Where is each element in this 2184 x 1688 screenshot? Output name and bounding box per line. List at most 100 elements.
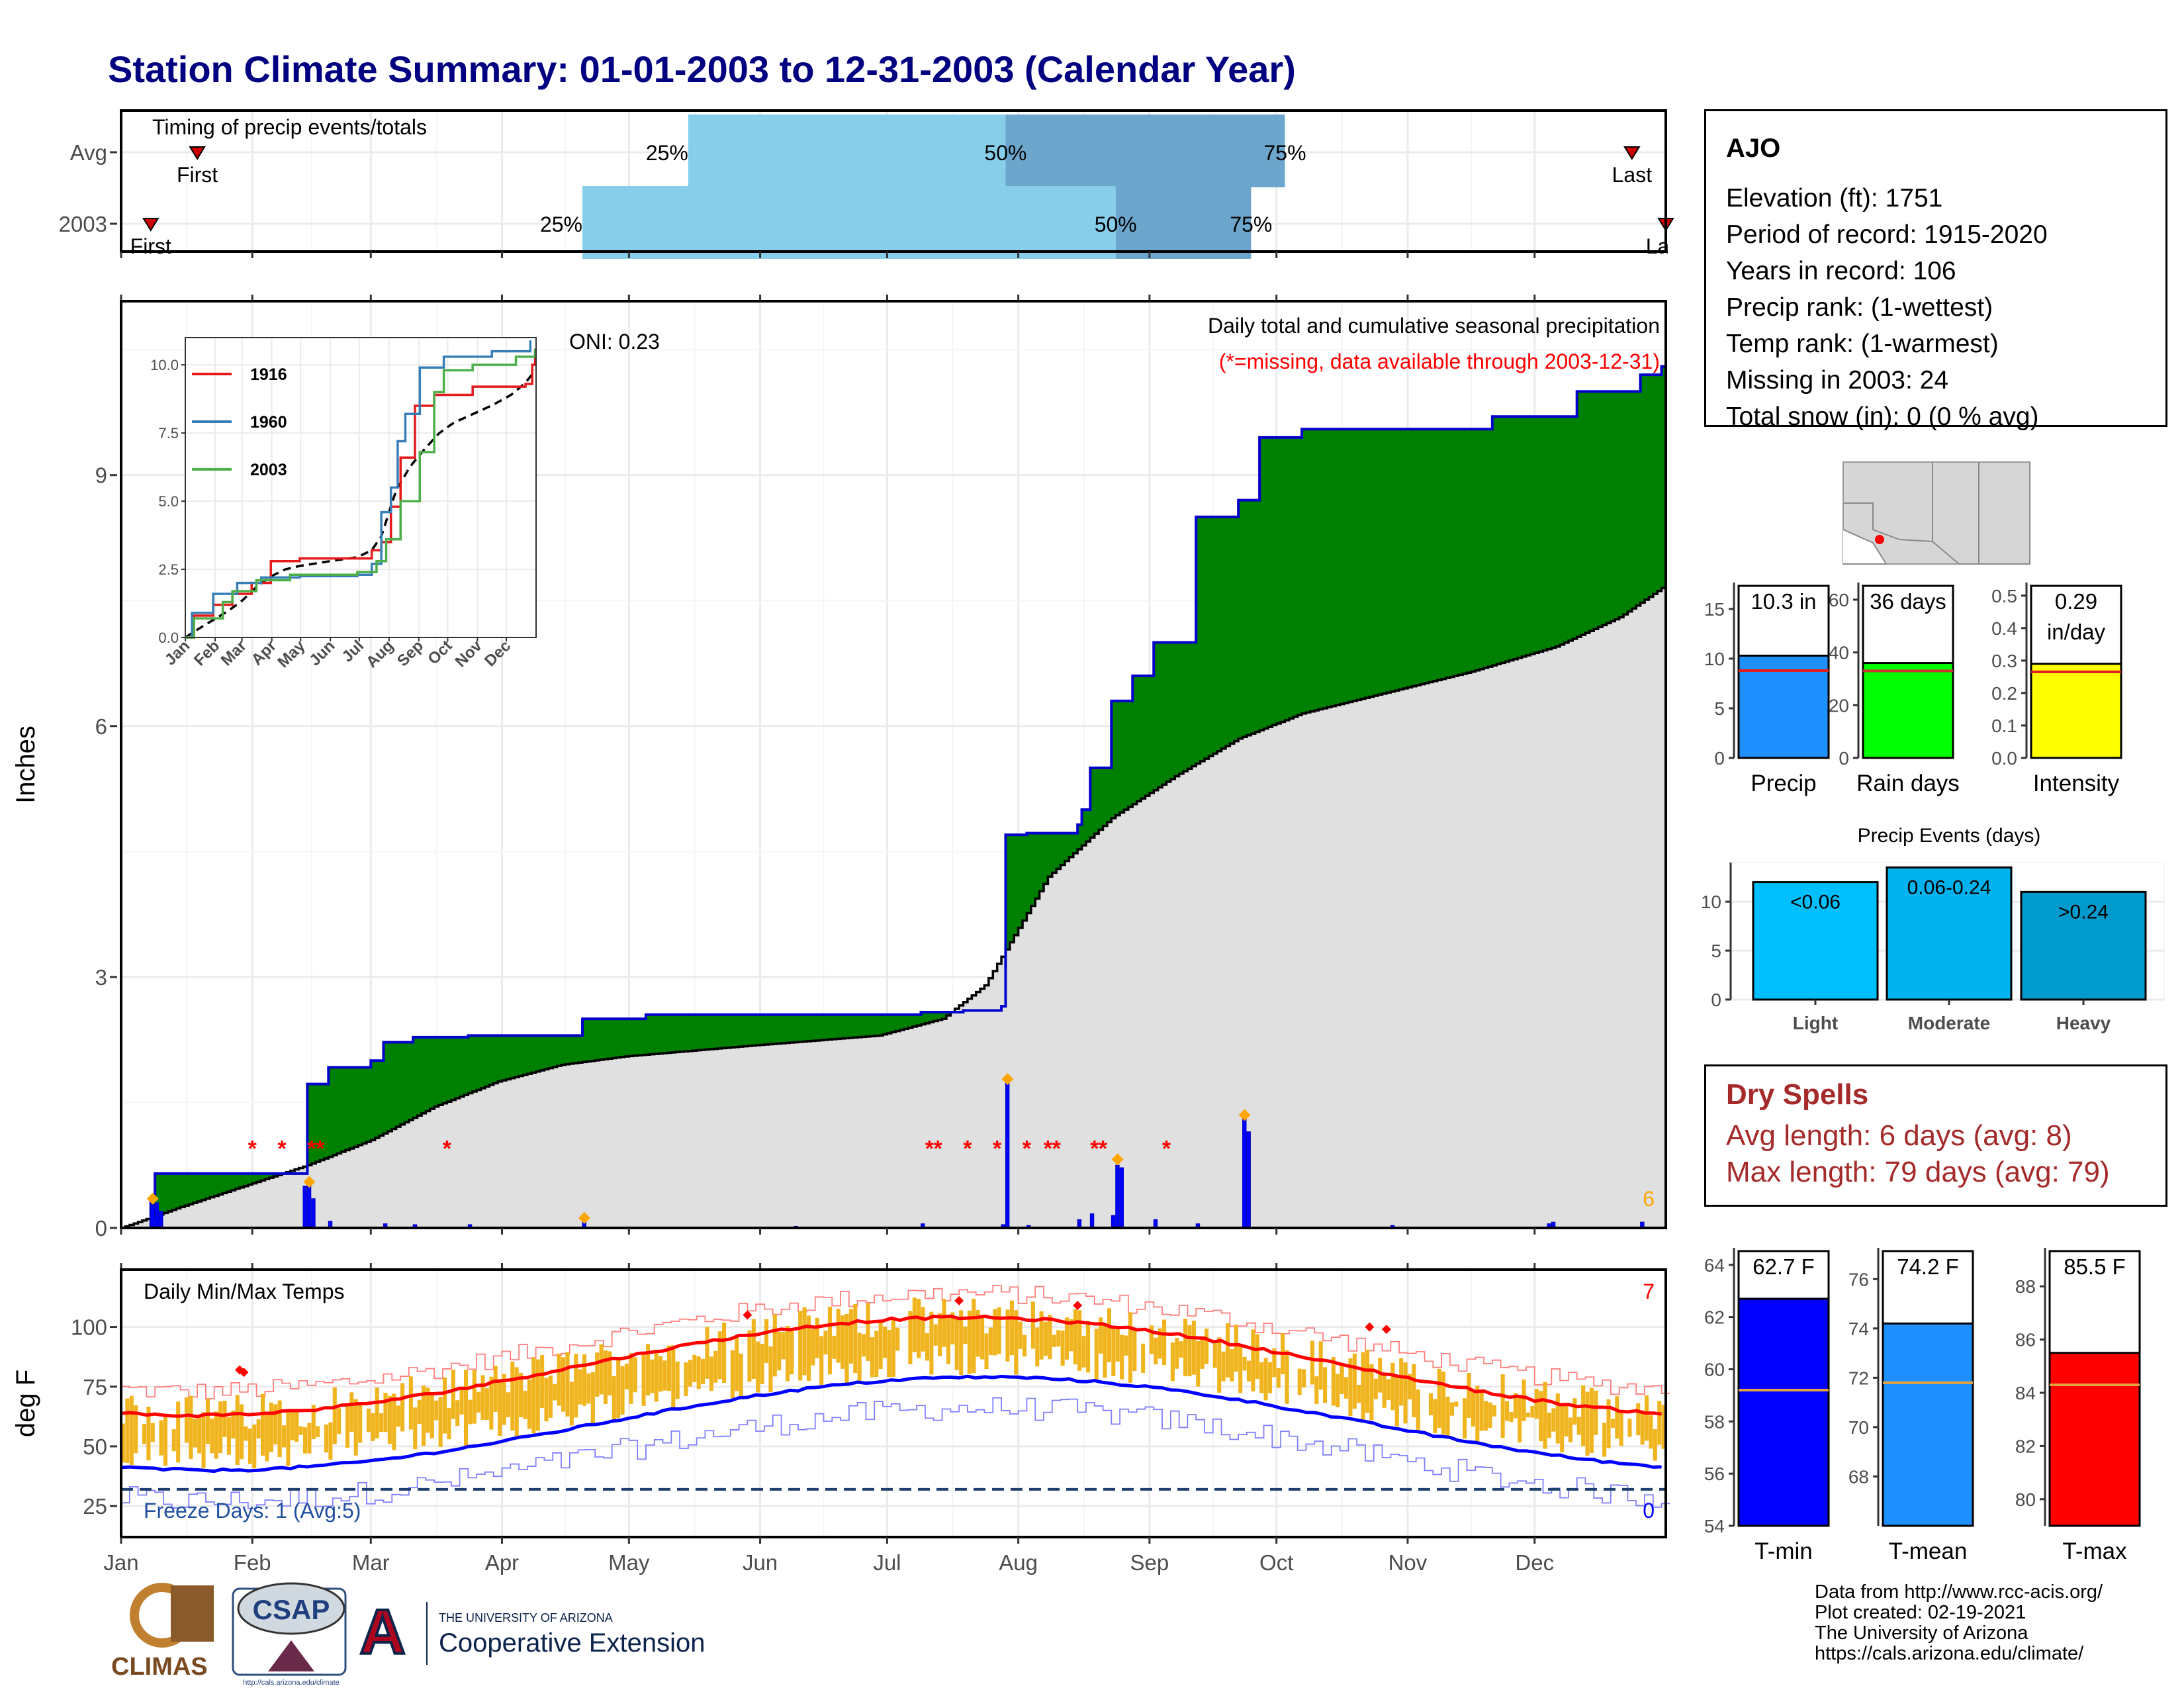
- daily-temp-bar: [565, 1352, 570, 1417]
- daily-temp-bar: [972, 1298, 976, 1374]
- daily-temp-bar: [862, 1334, 866, 1357]
- daily-temp-bar: [307, 1423, 312, 1454]
- daily-temp-bar: [1475, 1385, 1480, 1442]
- precip-surplus-deficit: [1267, 437, 1273, 727]
- precip-surplus-deficit: [447, 1037, 452, 1102]
- daily-temp-bar: [1576, 1417, 1581, 1435]
- precip-y-tick-label: 9: [95, 463, 107, 488]
- temp-y-tick-label: 75: [83, 1375, 107, 1399]
- tmax-summary-bar: [2048, 1352, 2141, 1527]
- precip-surplus-deficit: [375, 1060, 380, 1138]
- precip-surplus-deficit: [1615, 391, 1620, 620]
- precip-surplus-deficit: [1234, 516, 1239, 741]
- precip-surplus-deficit: [477, 1035, 482, 1090]
- precip-surplus-deficit: [345, 1067, 350, 1150]
- precip-surplus-deficit: [1454, 429, 1459, 676]
- daily-temp-bar: [1154, 1337, 1158, 1365]
- daily-temp-bar: [645, 1344, 650, 1396]
- precip-surplus-deficit: [1357, 429, 1362, 700]
- daily-precip-bar: [306, 1182, 312, 1229]
- temp-panel-title: Daily Min/Max Temps: [144, 1280, 344, 1303]
- precip-surplus-deficit: [1576, 391, 1582, 637]
- precip-surplus-deficit: [434, 1037, 439, 1107]
- daily-temp-bar: [417, 1399, 422, 1425]
- daily-temp-bar: [387, 1395, 392, 1444]
- daily-temp-bar: [751, 1319, 756, 1380]
- precip-surplus-deficit: [324, 1084, 329, 1159]
- precip-surplus-deficit: [1433, 429, 1438, 681]
- bar-y-tick-label: 68: [1848, 1466, 1869, 1487]
- precip-surplus-deficit: [1492, 416, 1497, 666]
- precip-surplus-deficit: [637, 1019, 643, 1056]
- daily-temp-bar: [1378, 1358, 1383, 1393]
- precip-surplus-deficit: [903, 1014, 909, 1029]
- precip-surplus-deficit: [942, 1011, 947, 1019]
- daily-temp-bar: [553, 1383, 557, 1401]
- record-min-line: [121, 1397, 1670, 1509]
- tmean-summary-value-label: 74.2 F: [1897, 1254, 1959, 1279]
- daily-temp-bar: [671, 1345, 676, 1408]
- daily-temp-bar: [277, 1400, 282, 1458]
- inset-x-tick-label: Mar: [218, 637, 250, 669]
- precip-surplus-deficit: [844, 1014, 850, 1039]
- daily-temp-bar: [426, 1387, 430, 1433]
- precip-surplus-deficit: [1217, 516, 1222, 751]
- daily-temp-bar: [917, 1299, 921, 1358]
- precip-surplus-deficit: [527, 1035, 532, 1074]
- precip-surplus-deficit: [692, 1014, 698, 1051]
- precip-surplus-deficit: [1183, 642, 1189, 772]
- precip-surplus-deficit: [1120, 700, 1125, 813]
- daily-temp-bar: [527, 1379, 531, 1429]
- daily-temp-bar: [1365, 1349, 1370, 1413]
- precip-surplus-deficit: [730, 1014, 735, 1048]
- precip-surplus-deficit: [1094, 768, 1099, 834]
- precip-surplus-deficit: [1403, 429, 1408, 688]
- precip-surplus-deficit: [1361, 429, 1366, 699]
- month-tick-label: Jun: [743, 1550, 778, 1575]
- daily-temp-bar: [311, 1405, 316, 1440]
- climas-logo-shape: [171, 1585, 214, 1642]
- precip-surplus-deficit: [899, 1014, 905, 1030]
- daily-temp-bar: [912, 1297, 917, 1352]
- bar-y-tick-label: 0: [1839, 748, 1849, 769]
- max-precip-marker: [1111, 1153, 1124, 1166]
- daily-temp-bar: [459, 1387, 464, 1415]
- precip-surplus-deficit: [248, 1173, 253, 1185]
- last-event-label: Last: [1612, 163, 1653, 187]
- precip-surplus-deficit: [1661, 366, 1666, 588]
- daily-temp-bar: [1048, 1315, 1052, 1360]
- precip-surplus-deficit: [819, 1014, 825, 1041]
- precip-surplus-deficit: [218, 1173, 224, 1195]
- precip-surplus-deficit: [379, 1060, 385, 1136]
- daily-temp-bar: [302, 1427, 308, 1454]
- precip-surplus-deficit: [747, 1014, 752, 1047]
- month-tick-label: Oct: [1259, 1550, 1293, 1575]
- daily-temp-bar: [815, 1317, 819, 1358]
- precip-surplus-deficit: [1158, 642, 1163, 788]
- daily-temp-bar: [659, 1356, 663, 1392]
- precip-surplus-deficit: [603, 1019, 608, 1060]
- missing-data-marker: *: [925, 1136, 934, 1161]
- max-precip-marker: [1238, 1109, 1251, 1121]
- precip-surplus-deficit: [531, 1035, 537, 1073]
- daily-temp-bar: [823, 1331, 828, 1355]
- precip-surplus-deficit: [1496, 416, 1502, 665]
- missing-data-marker: *: [443, 1136, 452, 1161]
- precip-surplus-deficit: [1141, 676, 1146, 799]
- missing-data-marker: *: [307, 1136, 316, 1161]
- daily-temp-bar: [701, 1358, 705, 1385]
- daily-temp-bar: [1242, 1356, 1247, 1371]
- precip-surplus-deficit: [1479, 429, 1484, 669]
- precip-surplus-deficit: [1048, 833, 1053, 877]
- precip-surplus-deficit: [590, 1019, 596, 1061]
- daily-temp-bar: [891, 1317, 895, 1378]
- precip-surplus-deficit: [1077, 824, 1083, 849]
- daily-temp-bar: [1018, 1321, 1023, 1349]
- precip-surplus-deficit: [802, 1014, 807, 1042]
- precip-surplus-deficit: [1170, 642, 1175, 779]
- precip-surplus-deficit: [688, 1014, 693, 1051]
- daily-temp-bar: [747, 1330, 752, 1382]
- daily-temp-bar: [1204, 1329, 1209, 1364]
- daily-temp-bar: [201, 1412, 206, 1468]
